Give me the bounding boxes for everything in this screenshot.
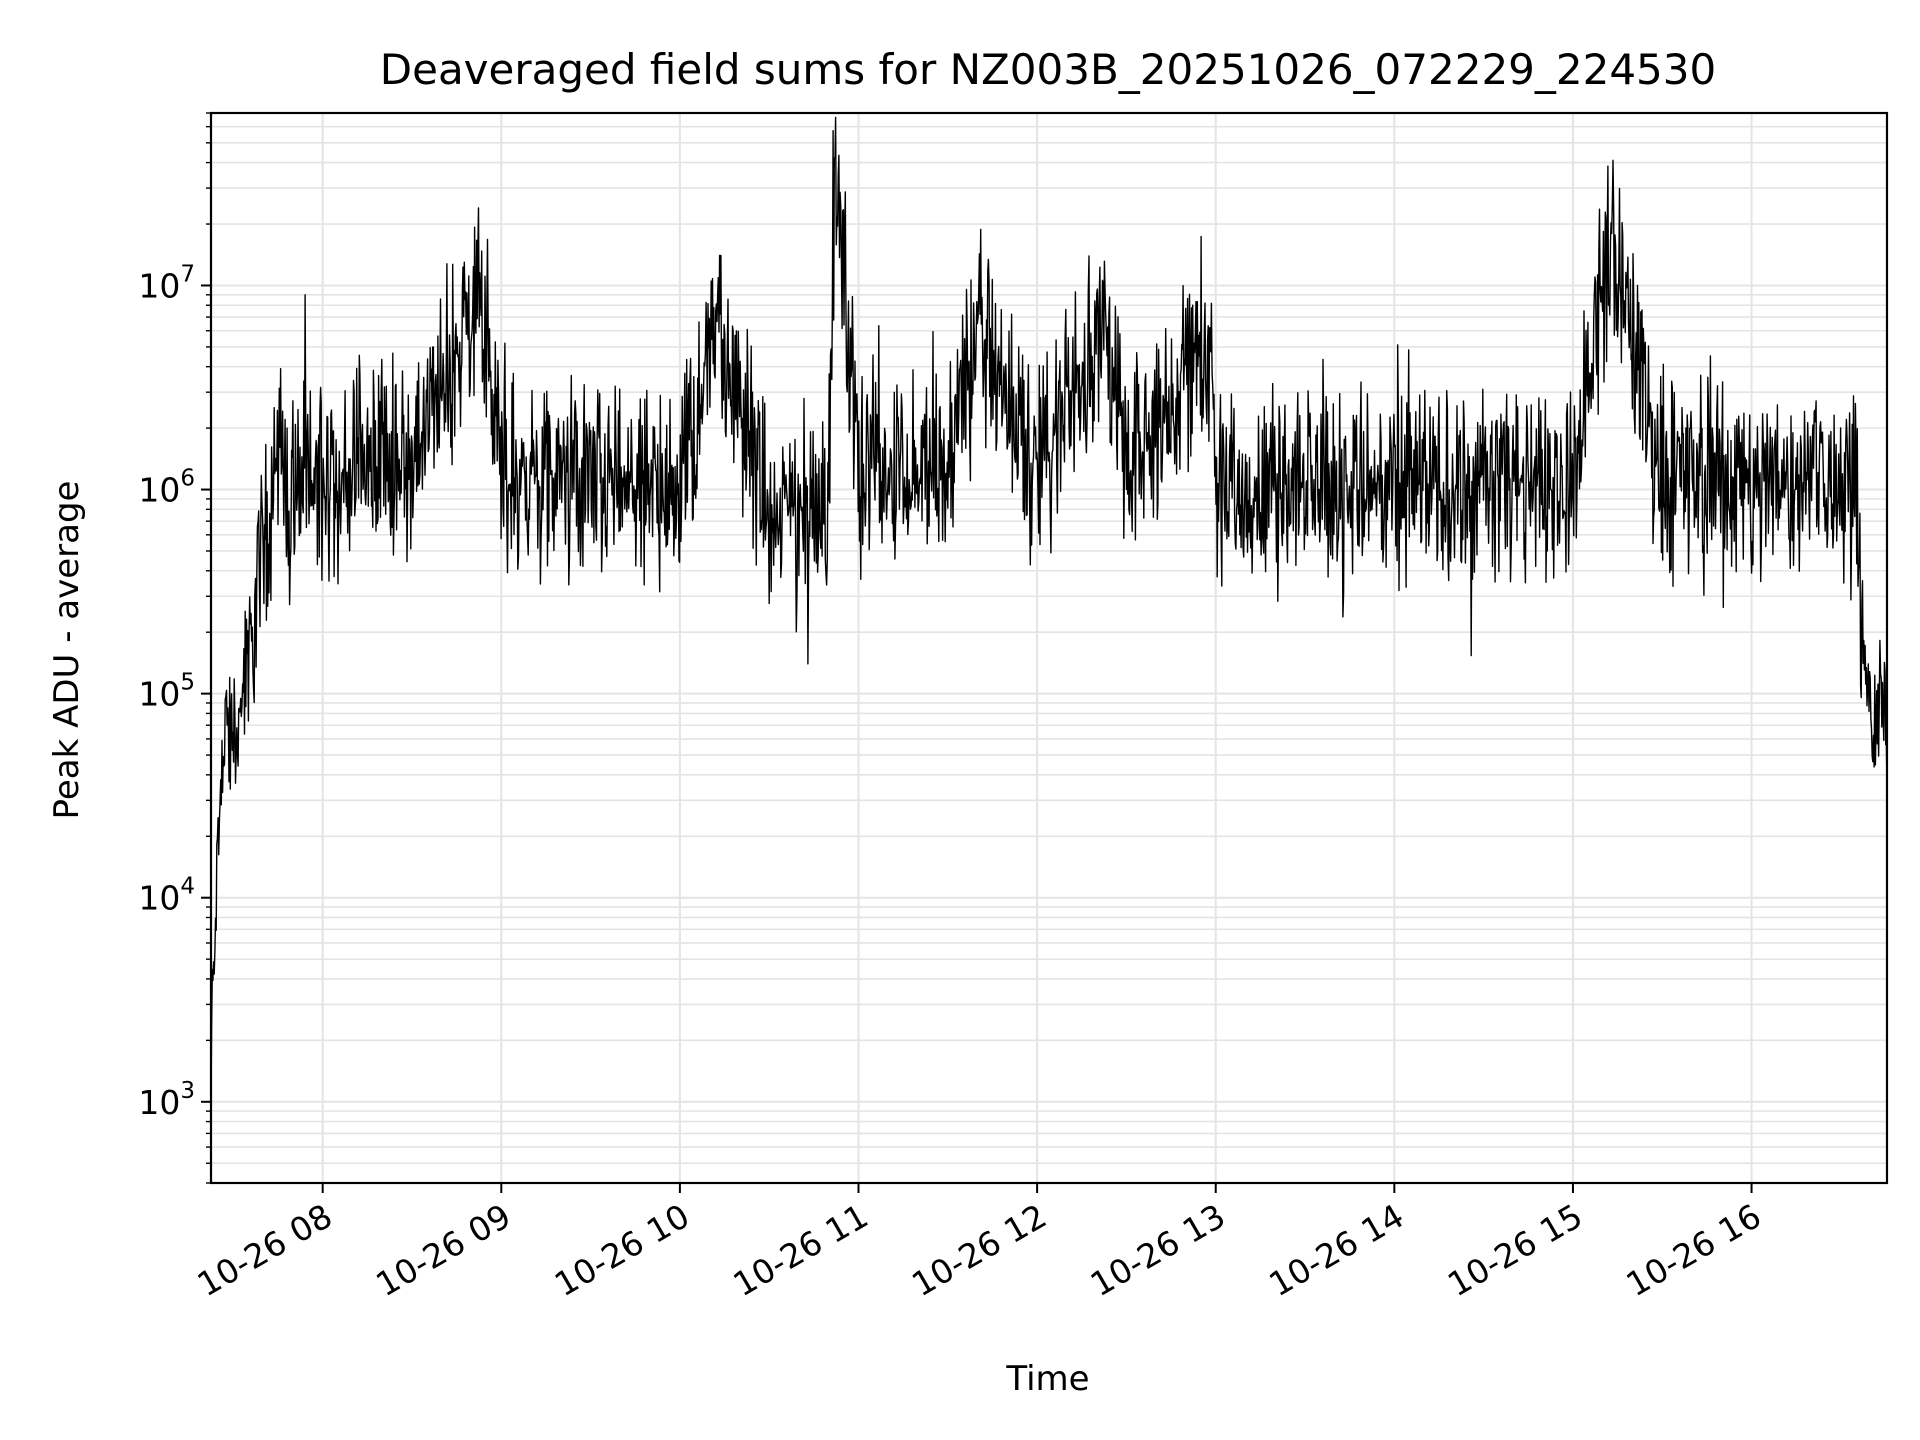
y-tick-base: 10 xyxy=(138,675,180,714)
y-tick-base: 10 xyxy=(138,471,180,510)
y-tick-label: 107 xyxy=(138,261,195,305)
y-tick-label: 106 xyxy=(138,466,195,510)
y-tick-label: 103 xyxy=(138,1078,195,1122)
y-tick-label: 104 xyxy=(138,874,195,918)
y-tick-exponent: 3 xyxy=(180,1078,195,1104)
x-axis-label: Time xyxy=(1005,1359,1089,1399)
y-tick-base: 10 xyxy=(138,266,180,305)
y-tick-base: 10 xyxy=(138,879,180,918)
y-tick-exponent: 4 xyxy=(180,874,195,900)
y-tick-label: 105 xyxy=(138,670,195,714)
chart-title: Deaveraged field sums for NZ003B_2025102… xyxy=(380,45,1716,94)
y-tick-base: 10 xyxy=(138,1083,180,1122)
y-tick-exponent: 6 xyxy=(180,466,195,492)
series-line xyxy=(210,116,1888,1105)
y-axis-label: Peak ADU - average xyxy=(47,481,87,820)
y-tick-exponent: 7 xyxy=(180,261,195,287)
y-tick-exponent: 5 xyxy=(180,670,195,696)
plot-frame xyxy=(209,111,1889,1185)
